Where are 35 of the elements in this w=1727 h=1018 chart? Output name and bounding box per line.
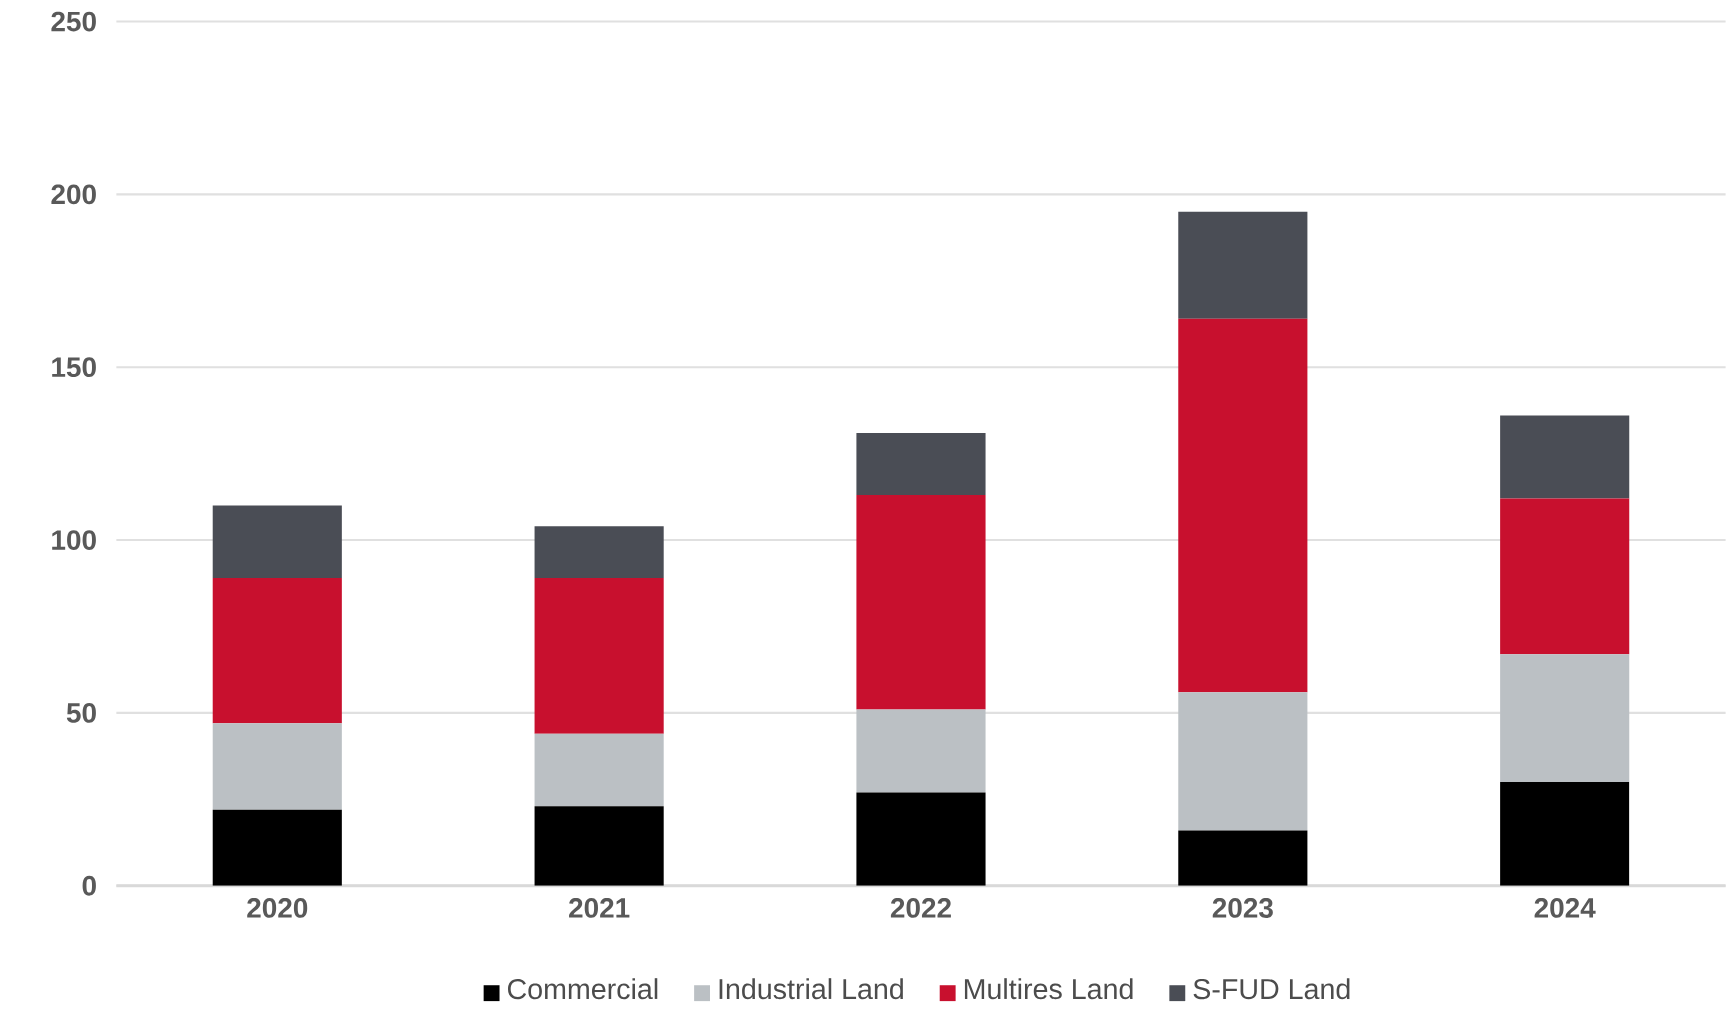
bar	[212, 578, 342, 724]
bar	[1178, 211, 1308, 319]
bar	[1500, 415, 1630, 499]
bar	[856, 792, 986, 886]
y-tick-label: 250	[51, 11, 96, 32]
bar	[212, 723, 342, 810]
bar	[534, 578, 664, 734]
x-tick-label: 2022	[890, 898, 951, 918]
legend-label: Commercial	[507, 978, 658, 1000]
bar	[1178, 692, 1308, 831]
y-tick-label: 200	[51, 184, 96, 205]
bar	[212, 809, 342, 886]
bar	[534, 526, 664, 579]
bar	[534, 806, 664, 886]
bar	[856, 709, 986, 793]
bar	[212, 505, 342, 579]
bar	[856, 432, 986, 496]
y-tick-label: 100	[52, 530, 96, 550]
bar	[856, 495, 986, 710]
x-tick-label: 2023	[1212, 898, 1273, 918]
bar	[1500, 781, 1630, 886]
y-tick-label: 0	[82, 875, 96, 896]
bar	[1178, 830, 1308, 886]
bar	[1500, 498, 1630, 655]
legend-label: S-FUD Land	[1193, 978, 1350, 1000]
x-tick-label: 2024	[1534, 898, 1596, 918]
x-tick-label: 2020	[247, 898, 308, 918]
bar	[1178, 318, 1308, 693]
x-tick-label: 2021	[569, 898, 630, 918]
y-tick-label: 50	[66, 702, 96, 723]
y-tick-label: 150	[52, 357, 96, 378]
bar	[1500, 654, 1630, 782]
legend-label: Multires Land	[964, 978, 1133, 1000]
bar	[534, 733, 664, 807]
legend-label: Industrial Land	[719, 978, 903, 1000]
